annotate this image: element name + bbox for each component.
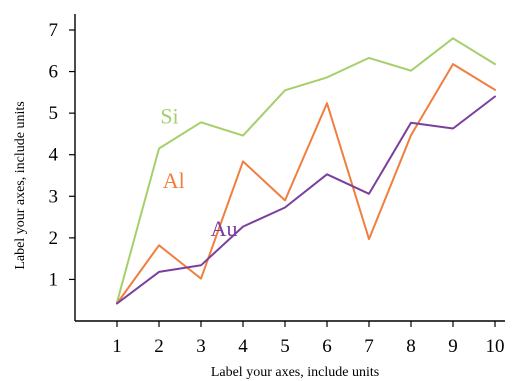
x-tick-label: 10 [486, 336, 505, 357]
x-tick-label: 1 [112, 336, 122, 357]
y-tick-label: 5 [49, 103, 59, 124]
series-line-au [116, 95, 496, 305]
series-label-si: Si [160, 104, 178, 129]
x-tick-label: 8 [406, 336, 416, 357]
x-axis-title: Label your axes, include units [211, 365, 379, 380]
x-tick-label: 9 [448, 336, 458, 357]
y-tick-label: 4 [49, 145, 59, 166]
series-labels: Si Al Au [160, 104, 237, 241]
y-tick-label: 7 [49, 20, 59, 41]
series-line-al [116, 63, 496, 305]
y-tick-label: 2 [49, 228, 59, 249]
x-tick-label: 7 [364, 336, 374, 357]
series-label-al: Al [163, 168, 185, 193]
x-tick-label: 6 [322, 336, 332, 357]
y-tick-label: 1 [49, 269, 59, 290]
ticks: 1 2 3 4 5 6 7 8 9 10 1 2 3 4 5 6 7 [49, 20, 505, 357]
x-tick-label: 4 [238, 336, 248, 357]
x-tick-label: 5 [280, 336, 290, 357]
y-axis-title: Label your axes, include units [13, 101, 28, 269]
series-label-au: Au [211, 216, 238, 241]
x-tick-label: 3 [196, 336, 206, 357]
y-tick-label: 3 [49, 186, 59, 207]
series-lines [116, 37, 496, 305]
y-tick-label: 6 [49, 62, 59, 83]
x-tick-label: 2 [154, 336, 164, 357]
series-line-si [116, 37, 496, 304]
axes [74, 14, 505, 322]
